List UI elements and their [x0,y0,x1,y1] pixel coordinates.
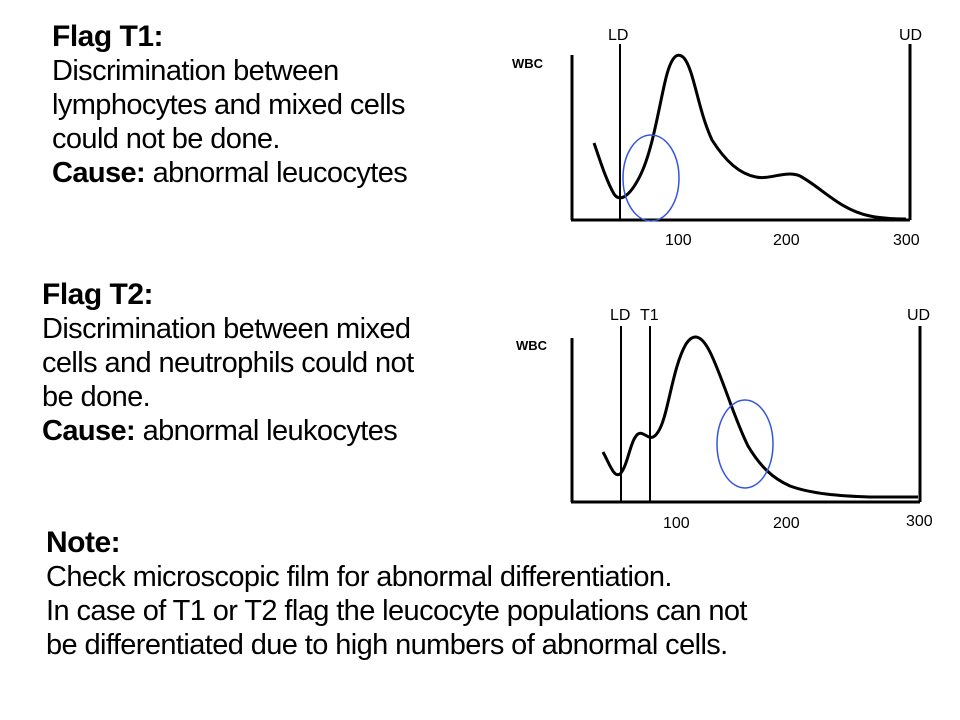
wbc-curve [601,335,919,499]
t1-label: T1 [640,307,659,324]
ld-label: LD [610,307,630,324]
flag-t1-cause-text: abnormal leucocytes [145,157,408,189]
flag-t1-line-1: Discrimination between [52,55,339,87]
flag-t2-cause-text: abnormal leukocytes [135,415,398,447]
x-tick-300: 300 [893,232,920,249]
ld-label: LD [608,27,628,44]
note-line-2: In case of T1 or T2 flag the leucocyte p… [46,595,747,627]
note-text: Note: Check microscopic film for abnorma… [46,526,747,662]
x-tick-100: 100 [665,232,692,249]
flag-t1-text: Flag T1: Discrimination between lymphocy… [52,20,408,190]
flag-t1-line-3: could not be done. [52,123,280,155]
flag-t2-line-1: Discrimination between mixed [42,313,411,345]
ud-label: UD [907,307,930,324]
flag-t1-cause-label: Cause: [52,157,146,189]
x-tick-300: 300 [906,513,933,530]
flag-t1-heading: Flag T1: [52,20,164,53]
note-line-1: Check microscopic film for abnormal diff… [46,561,672,593]
flag-t2-cause: Cause: abnormal leukocytes [42,414,414,448]
x-tick-200: 200 [773,515,800,532]
wbc-label: WBC [516,338,548,353]
t1-highlight-ellipse [622,134,680,222]
wbc-label: WBC [512,56,544,71]
x-tick-100: 100 [663,515,690,532]
t2-highlight-ellipse [716,399,774,489]
wbc-curve [592,53,907,221]
note-heading: Note: [46,526,121,559]
ud-label: UD [899,27,922,44]
x-tick-200: 200 [773,232,800,249]
flag-t1-cause: Cause: abnormal leucocytes [52,156,408,190]
flag-t2-text: Flag T2: Discrimination between mixed ce… [42,278,414,448]
flag-t2-heading: Flag T2: [42,278,154,311]
note-line-3: be differentiated due to high numbers of… [46,629,728,661]
flag-t2-line-3: be done. [42,381,151,413]
flag-t2-line-2: cells and neutrophils could not [42,347,414,379]
flag-t2-cause-label: Cause: [42,415,136,447]
flag-t1-line-2: lymphocytes and mixed cells [52,89,406,121]
